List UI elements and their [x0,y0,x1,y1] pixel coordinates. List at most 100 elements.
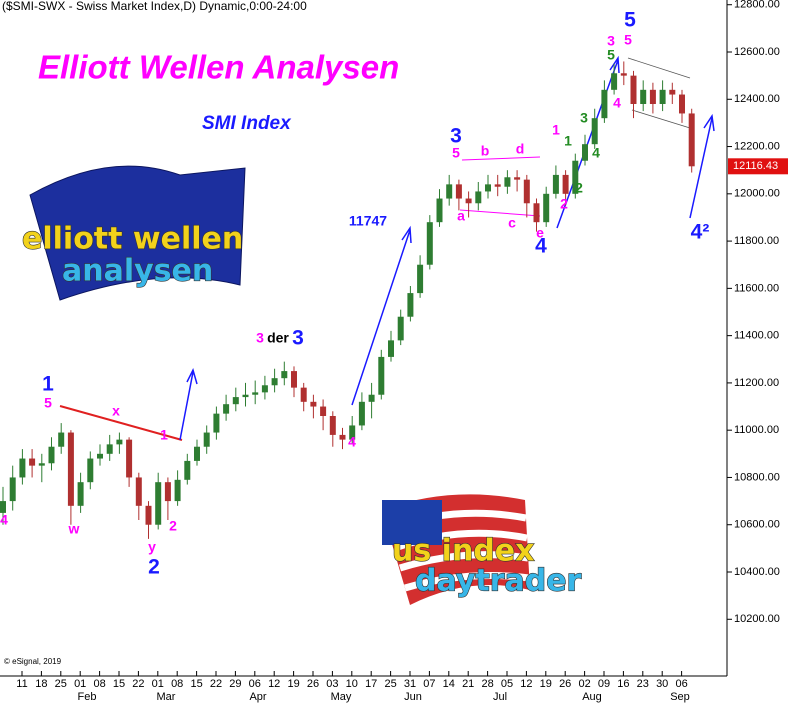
triangle-line [631,109,691,129]
x-tick-label: 16 [617,678,629,690]
y-tick-label: 11400.00 [734,330,779,342]
wave-label: 11747 [349,213,387,229]
candle-body [232,397,239,405]
y-tick-label: 12400.00 [734,93,780,105]
x-tick-label: 07 [423,678,435,690]
wave-label: 4² [691,221,710,244]
candle-body [145,505,152,525]
candle-body [582,144,588,161]
candle-body [611,73,618,90]
x-tick-label: 15 [113,678,125,690]
x-tick-label: 12 [520,678,532,690]
candle-body [649,89,656,104]
candle-body [446,184,453,199]
wave-label: 4 [0,512,8,528]
x-tick-label: 30 [656,678,668,690]
candle-body [9,477,16,502]
candle-body [135,477,142,506]
candle-body [126,439,133,478]
x-tick-label: 03 [326,678,338,690]
month-label: Sep [670,691,690,703]
y-tick-label: 12600.00 [734,46,780,58]
candle-body [552,174,559,194]
candle-body [0,501,6,513]
candle-body [271,378,278,386]
candle-body [640,89,647,104]
candle-body [67,432,74,506]
candle-body [48,446,55,464]
month-label: Jun [404,691,422,703]
wave-label: 3 [256,330,264,346]
x-tick-label: 21 [462,678,474,690]
x-tick-label: 14 [443,678,455,690]
x-tick-label: 26 [559,678,571,690]
x-tick-label: 29 [229,678,241,690]
candle-body [426,222,433,265]
y-tick-label: 12800.00 [734,0,780,11]
last-price-label: 12116.43 [733,160,778,172]
x-tick-label: 19 [540,678,552,690]
x-tick-label: 31 [404,678,416,690]
y-tick-label: 10400.00 [734,566,780,578]
wave-label: 4 [535,235,547,258]
x-tick-label: 19 [287,678,299,690]
wave-label: 1 [564,133,572,149]
candle-body [388,340,394,357]
wave-label: 5 [624,9,636,32]
candle-body [368,394,375,402]
arrow [351,225,412,406]
wave-label: w [68,521,80,537]
candle-body [320,406,327,416]
logo-us: us index daytrader [382,494,582,605]
candle-body [261,385,268,393]
candle-body [465,198,472,204]
x-tick-label: 06 [249,678,261,690]
candle-body [514,177,521,180]
x-tick-label: 22 [210,678,222,690]
wave-label: 5 [624,32,632,48]
candle-body [485,184,491,192]
wave-label: a [457,208,465,224]
candle-body [223,404,230,414]
logo-text: analysen [62,254,213,289]
x-tick-label: 08 [171,678,183,690]
wave-label: 1 [160,427,168,443]
x-tick-label: 23 [637,678,649,690]
wave-label: 4 [613,95,621,111]
y-tick-label: 12200.00 [734,140,780,152]
x-tick-label: 09 [598,678,610,690]
wave-label: der [267,330,289,346]
logo-text: us index [392,534,534,569]
credit: © eSignal, 2019 [4,657,62,666]
candle-body [407,293,414,317]
candle-body [679,94,685,114]
wave-label: 3 [292,327,304,350]
candle-body [630,75,637,104]
wave-label: 5 [452,145,460,161]
candle-body [281,371,288,379]
wave-label: e [536,225,544,241]
candle-body [116,439,123,445]
logo-eu: elliott wellen analysen [21,165,246,301]
x-tick-label: 17 [365,678,377,690]
y-tick-label: 10200.00 [734,613,780,625]
y-tick-label: 11200.00 [734,377,779,389]
y-tick-label: 11000.00 [734,424,779,436]
x-tick-label: 18 [35,678,47,690]
candle-body [669,89,676,95]
wave-label: 3 [607,33,615,49]
candle-body [29,458,36,466]
candle-body [349,425,356,440]
candle-body [213,413,220,433]
candle-body [300,387,307,402]
wave-label: b [481,143,490,159]
candle-body [688,113,695,167]
candle-body [164,482,171,502]
candle-body [572,160,579,194]
candle-body [38,463,45,466]
candle-body [504,177,511,187]
candle-body [87,458,94,483]
y-tick-label: 10800.00 [734,471,780,483]
wave-label: 5 [44,395,52,411]
candle-body [97,453,103,459]
